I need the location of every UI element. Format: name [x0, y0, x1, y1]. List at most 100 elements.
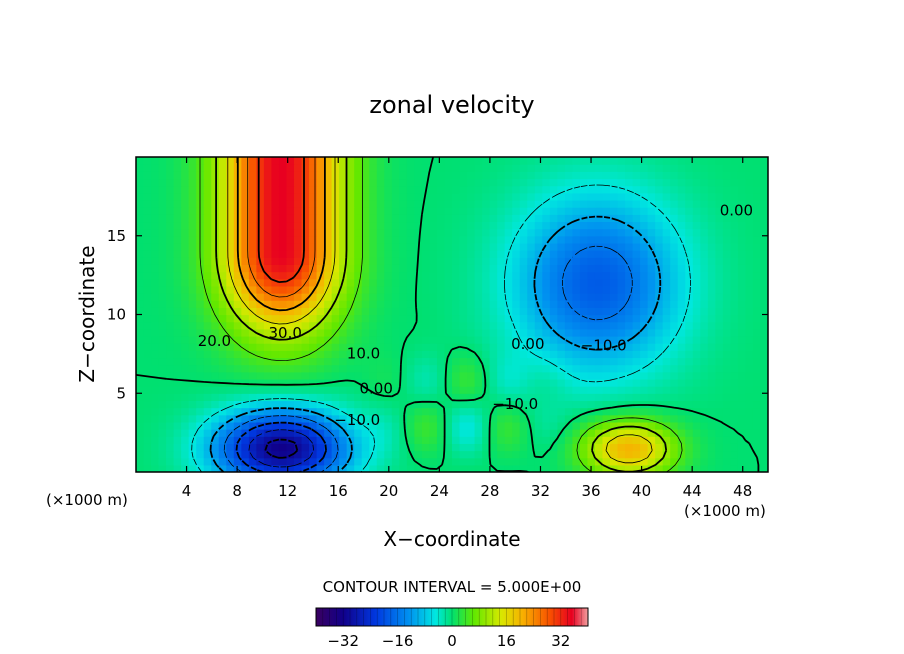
- field-cell: [459, 407, 468, 416]
- field-cell: [647, 421, 656, 430]
- field-cell: [474, 407, 483, 416]
- field-cell: [564, 221, 573, 230]
- field-cell: [151, 235, 160, 244]
- field-cell: [572, 429, 581, 437]
- field-cell: [218, 457, 227, 466]
- field-cell: [263, 192, 273, 201]
- field-cell: [271, 271, 280, 280]
- field-cell: [452, 242, 461, 251]
- field-cell: [241, 364, 250, 373]
- field-cell: [602, 429, 611, 437]
- field-cell: [647, 214, 656, 223]
- field-cell: [625, 328, 634, 337]
- field-cell: [181, 228, 190, 237]
- field-cell: [572, 278, 581, 287]
- field-cell: [700, 293, 709, 301]
- field-cell: [203, 436, 212, 444]
- field-cell: [692, 242, 701, 251]
- field-cell: [354, 386, 363, 394]
- field-cell: [286, 335, 295, 344]
- field-cell: [406, 293, 415, 301]
- field-cell: [610, 314, 619, 323]
- field-cell: [151, 421, 160, 430]
- field-cell: [745, 407, 754, 416]
- field-cell: [294, 271, 303, 280]
- field-cell: [459, 335, 468, 344]
- field-cell: [286, 157, 295, 165]
- field-cell: [489, 221, 498, 230]
- field-cell: [361, 464, 370, 472]
- field-cell: [241, 328, 250, 337]
- field-cell: [158, 242, 167, 251]
- field-cell: [579, 378, 589, 387]
- field-cell: [662, 335, 671, 344]
- field-cell: [610, 207, 619, 215]
- field-cell: [670, 171, 679, 180]
- field-cell: [685, 421, 694, 430]
- field-cell: [542, 357, 551, 366]
- field-cell: [737, 436, 747, 444]
- field-cell: [519, 271, 528, 280]
- field-cell: [527, 242, 536, 251]
- field-cell: [271, 464, 280, 472]
- field-cell: [181, 221, 190, 230]
- field-cell: [617, 321, 626, 330]
- field-cell: [294, 207, 303, 215]
- field-cell: [316, 207, 325, 215]
- field-cell: [309, 214, 318, 223]
- x-tick-label: 40: [632, 482, 651, 500]
- field-cell: [625, 343, 634, 351]
- field-cell: [670, 207, 679, 215]
- field-cell: [151, 257, 160, 265]
- field-cell: [309, 207, 318, 215]
- field-cell: [256, 235, 265, 244]
- field-cell: [316, 278, 325, 287]
- field-cell: [248, 393, 257, 402]
- field-cell: [324, 157, 333, 165]
- field-cell: [617, 386, 626, 394]
- field-cell: [489, 421, 498, 430]
- field-cell: [444, 421, 453, 430]
- field-cell: [166, 235, 175, 244]
- field-cell: [444, 364, 453, 373]
- field-cell: [136, 214, 145, 223]
- field-cell: [760, 393, 768, 402]
- field-cell: [655, 421, 664, 430]
- field-cell: [670, 214, 679, 223]
- field-cell: [143, 221, 152, 230]
- field-cell: [670, 228, 679, 237]
- field-cell: [211, 357, 220, 366]
- field-cell: [549, 164, 558, 172]
- field-cell: [263, 185, 273, 194]
- field-cell: [474, 328, 483, 337]
- field-cell: [715, 343, 724, 351]
- field-cell: [188, 157, 197, 165]
- field-cell: [625, 171, 634, 180]
- field-cell: [504, 293, 513, 301]
- field-cell: [594, 178, 604, 187]
- field-cell: [534, 207, 543, 215]
- field-cell: [594, 250, 604, 258]
- field-cell: [376, 242, 385, 251]
- field-cell: [173, 300, 182, 308]
- field-cell: [414, 443, 423, 452]
- field-cell: [519, 414, 528, 423]
- field-cell: [700, 192, 709, 201]
- field-cell: [203, 328, 212, 337]
- field-cell: [339, 400, 348, 409]
- field-cell: [218, 429, 227, 437]
- field-cell: [316, 321, 325, 330]
- field-cell: [564, 436, 573, 444]
- field-cell: [256, 307, 265, 316]
- field-cell: [760, 407, 768, 416]
- field-cell: [263, 321, 273, 330]
- field-cell: [211, 307, 220, 316]
- field-cell: [211, 350, 220, 359]
- field-cell: [324, 164, 333, 172]
- field-cell: [346, 250, 355, 258]
- colorbar-tick-label: 0: [447, 632, 457, 650]
- field-cell: [519, 264, 528, 273]
- field-cell: [752, 157, 762, 165]
- field-cell: [248, 192, 257, 201]
- field-cell: [617, 400, 626, 409]
